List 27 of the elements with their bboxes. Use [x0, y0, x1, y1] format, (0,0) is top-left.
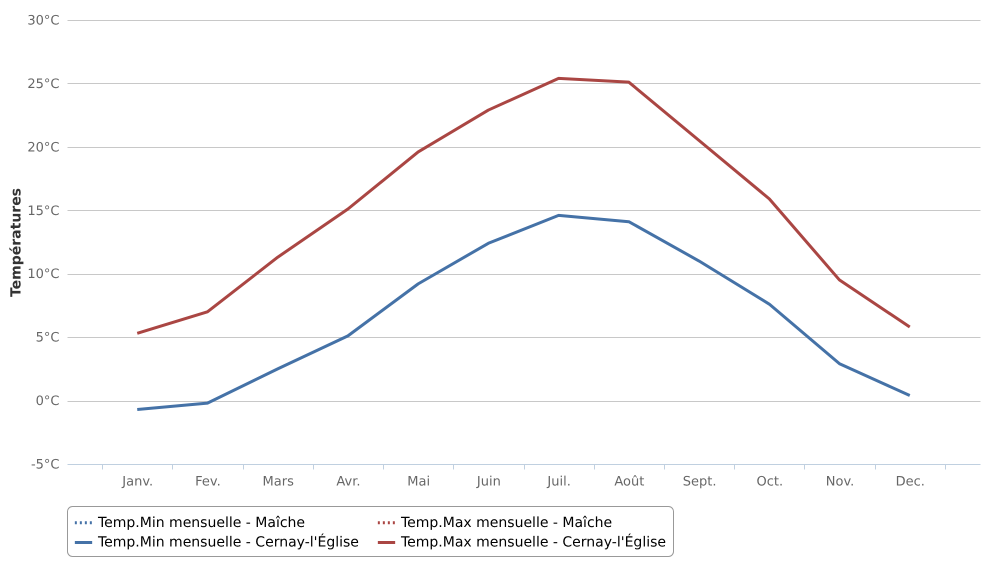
legend-label: Temp.Max mensuelle - Maîche	[400, 514, 612, 531]
x-tick-label: Fev.	[195, 474, 221, 490]
y-tick-label: 0°C	[36, 394, 60, 410]
y-tick-label: 20°C	[27, 140, 60, 156]
line-series	[136, 214, 912, 411]
y-tick-label: -5°C	[30, 458, 60, 472]
legend-label: Temp.Max mensuelle - Cernay-l'Église	[400, 534, 666, 550]
legend-label: Temp.Min mensuelle - Maîche	[97, 514, 306, 531]
legend-label: Temp.Min mensuelle - Cernay-l'Église	[97, 534, 359, 550]
x-tick-label: Mai	[407, 474, 430, 490]
x-tick-label: Juil.	[546, 474, 571, 490]
x-tick-label: Oct.	[756, 474, 784, 490]
x-tick-label: Dec.	[896, 474, 925, 490]
x-tick-label: Avr.	[336, 474, 360, 490]
x-tick-label: Sept.	[682, 474, 716, 490]
x-tick-label: Juin	[476, 474, 501, 490]
y-tick-label: 30°C	[27, 14, 60, 28]
x-tick-label: Janv.	[121, 474, 154, 490]
x-tick-label: Août	[614, 474, 644, 490]
x-tick-label: Nov.	[826, 474, 854, 490]
y-tick-label: 5°C	[36, 330, 60, 346]
line-series	[136, 76, 912, 335]
y-axis-title: Températures	[8, 188, 24, 298]
y-tick-label: 10°C	[27, 267, 60, 282]
y-tick-label: 25°C	[27, 76, 60, 92]
y-tick-label: 15°C	[27, 204, 60, 219]
x-tick-label: Mars	[262, 474, 294, 490]
